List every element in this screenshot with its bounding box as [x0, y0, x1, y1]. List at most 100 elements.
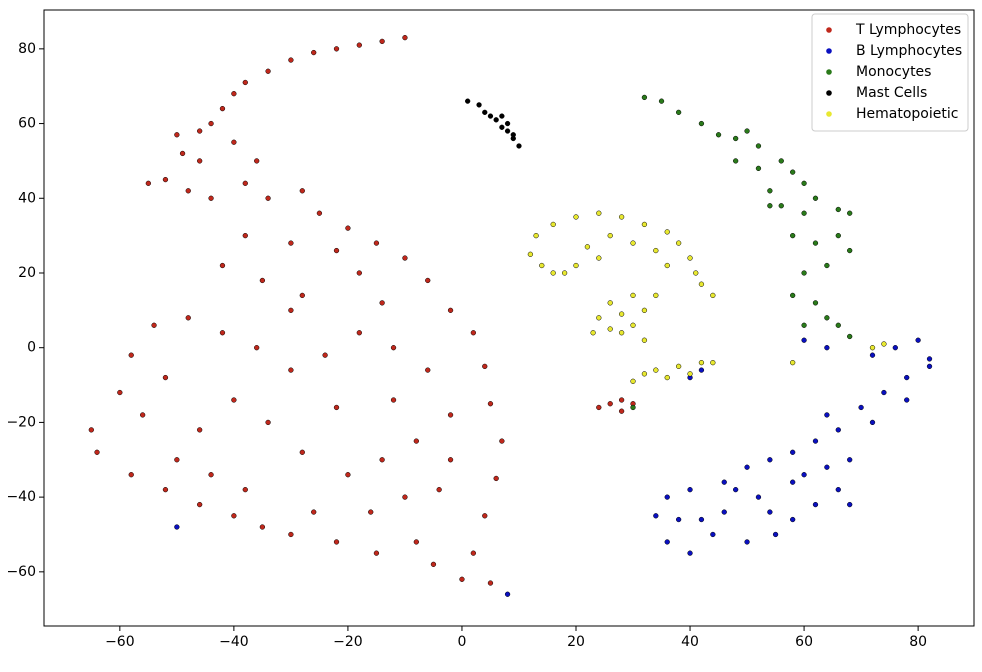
point [573, 214, 579, 220]
legend-marker [826, 27, 832, 33]
point [516, 143, 522, 149]
point [801, 322, 807, 328]
point [812, 501, 819, 508]
point [493, 117, 499, 123]
point [618, 214, 625, 220]
point [733, 158, 739, 164]
point [687, 550, 693, 556]
point [590, 330, 596, 336]
point [288, 57, 294, 63]
point [824, 345, 830, 351]
point [139, 412, 146, 418]
legend-label: Hematopoietic [856, 106, 958, 122]
point [835, 232, 841, 239]
point [744, 539, 750, 545]
point [254, 345, 260, 351]
point [425, 277, 431, 284]
point [772, 531, 779, 538]
series [174, 337, 933, 597]
point [926, 356, 933, 362]
series [630, 94, 853, 411]
point [504, 591, 511, 597]
y-tick-label: 80 [18, 41, 36, 57]
series [88, 34, 636, 586]
point [174, 132, 180, 138]
point [630, 240, 636, 246]
point [596, 315, 602, 321]
point [630, 292, 636, 299]
point [459, 576, 465, 582]
point [447, 307, 454, 313]
x-tick-label: 60 [795, 634, 813, 650]
point [368, 509, 374, 515]
point [373, 550, 380, 556]
point [904, 397, 910, 403]
point [596, 210, 602, 216]
point [869, 419, 876, 426]
point [675, 363, 682, 370]
point [322, 352, 328, 358]
point [847, 333, 853, 340]
point [487, 401, 494, 407]
point [231, 91, 237, 97]
y-tick-label: 60 [18, 116, 36, 132]
point [687, 487, 693, 493]
point [641, 371, 648, 377]
point [311, 509, 317, 515]
point [345, 225, 351, 231]
point [733, 135, 739, 142]
point [499, 113, 505, 119]
point [835, 487, 841, 493]
point [675, 516, 682, 523]
point [618, 311, 625, 317]
point [664, 494, 670, 500]
x-tick-label: −60 [105, 634, 135, 650]
point [219, 330, 226, 336]
point [390, 345, 397, 351]
point [316, 210, 323, 216]
point [299, 188, 305, 194]
point [715, 132, 722, 138]
point [641, 337, 648, 343]
point [482, 109, 488, 116]
point [94, 449, 100, 455]
point [630, 404, 636, 411]
legend-marker [826, 90, 832, 96]
point [470, 330, 477, 336]
point [596, 404, 602, 411]
point [288, 367, 294, 373]
point [710, 292, 716, 299]
legend-label: B Lymphocytes [856, 43, 962, 59]
point [219, 262, 226, 269]
point [721, 509, 727, 515]
y-tick-label: 40 [18, 190, 36, 206]
point [698, 359, 705, 366]
point [664, 539, 670, 545]
point [185, 315, 191, 321]
point [465, 98, 471, 104]
point [231, 513, 237, 519]
point [641, 94, 648, 101]
point [299, 292, 305, 299]
point [162, 374, 169, 381]
point [402, 34, 408, 41]
x-tick-label: 40 [681, 634, 699, 650]
point [197, 158, 203, 164]
point [653, 247, 659, 254]
point [790, 449, 796, 455]
point [208, 120, 214, 127]
point [174, 457, 180, 463]
point [231, 397, 237, 403]
point [824, 412, 830, 418]
point [333, 247, 340, 254]
point [425, 367, 431, 373]
point [88, 427, 94, 433]
point [573, 262, 579, 269]
point [733, 487, 739, 493]
point [208, 472, 214, 478]
point [801, 337, 807, 343]
point [259, 524, 266, 530]
point [847, 247, 853, 254]
point [596, 255, 602, 261]
point [504, 120, 511, 127]
